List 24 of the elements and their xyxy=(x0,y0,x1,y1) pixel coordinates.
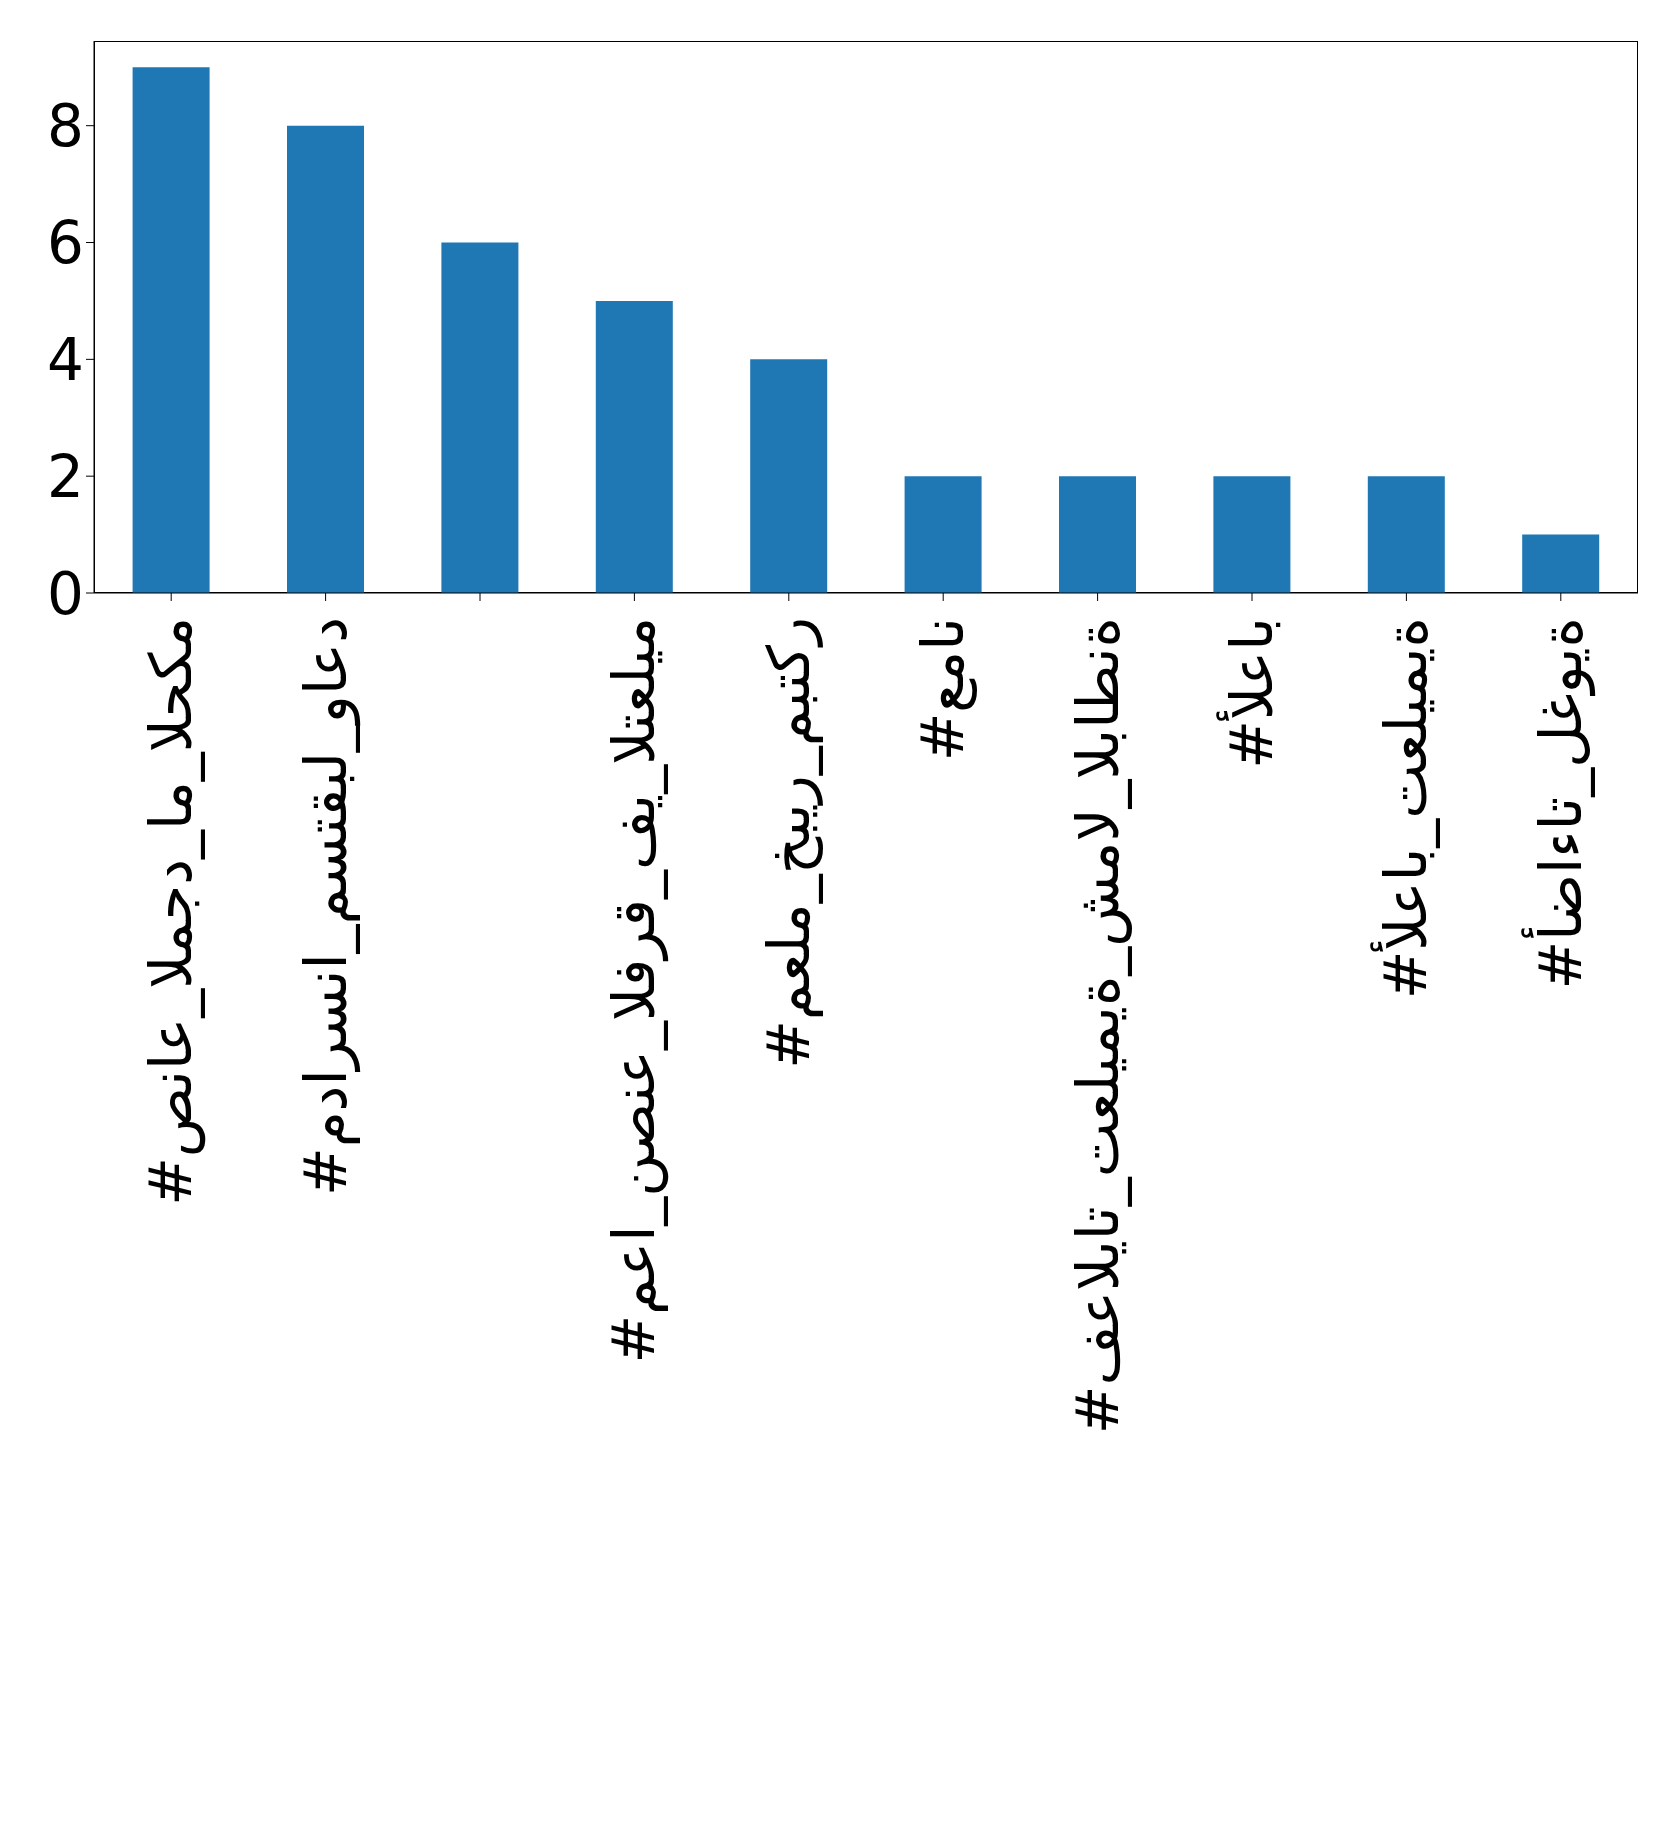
x-tick-label: #ألعاب_تعليمية xyxy=(1370,617,1441,1000)
y-tick-label: 6 xyxy=(47,209,84,278)
bar xyxy=(904,476,982,593)
bar xyxy=(132,67,210,593)
y-tick-label: 2 xyxy=(47,442,84,511)
x-tick-label: #معلم_خبير_مبتكر xyxy=(754,617,823,1069)
x-tick-label: #فعاليات_تعليمية_شمال_الباطنة xyxy=(1063,617,1132,1435)
bar xyxy=(750,359,828,593)
x-tick-label: #صناع_المجد_ام_الحكم xyxy=(137,617,207,1206)
x-tick-label: #ألعاب xyxy=(1216,617,1286,769)
x-tick-label: #معا_نصنع_الفرق_في_التعليم xyxy=(600,617,670,1364)
bar xyxy=(1367,476,1445,593)
y-tick-label: 0 xyxy=(47,559,84,628)
bar xyxy=(595,300,673,593)
y-tick-label: 8 xyxy=(47,92,84,161)
bar xyxy=(287,125,364,593)
bar xyxy=(1059,476,1136,593)
x-tick-label: #أضاءات_لغوية xyxy=(1520,617,1596,990)
bar xyxy=(441,242,519,593)
y-tick-label: 4 xyxy=(47,325,84,394)
x-tick-label: #عمان xyxy=(909,617,978,762)
bar xyxy=(1213,476,1291,593)
bar xyxy=(1522,534,1600,593)
x-tick-label: #مدارسنا_مستقبل_واعد xyxy=(291,617,361,1196)
